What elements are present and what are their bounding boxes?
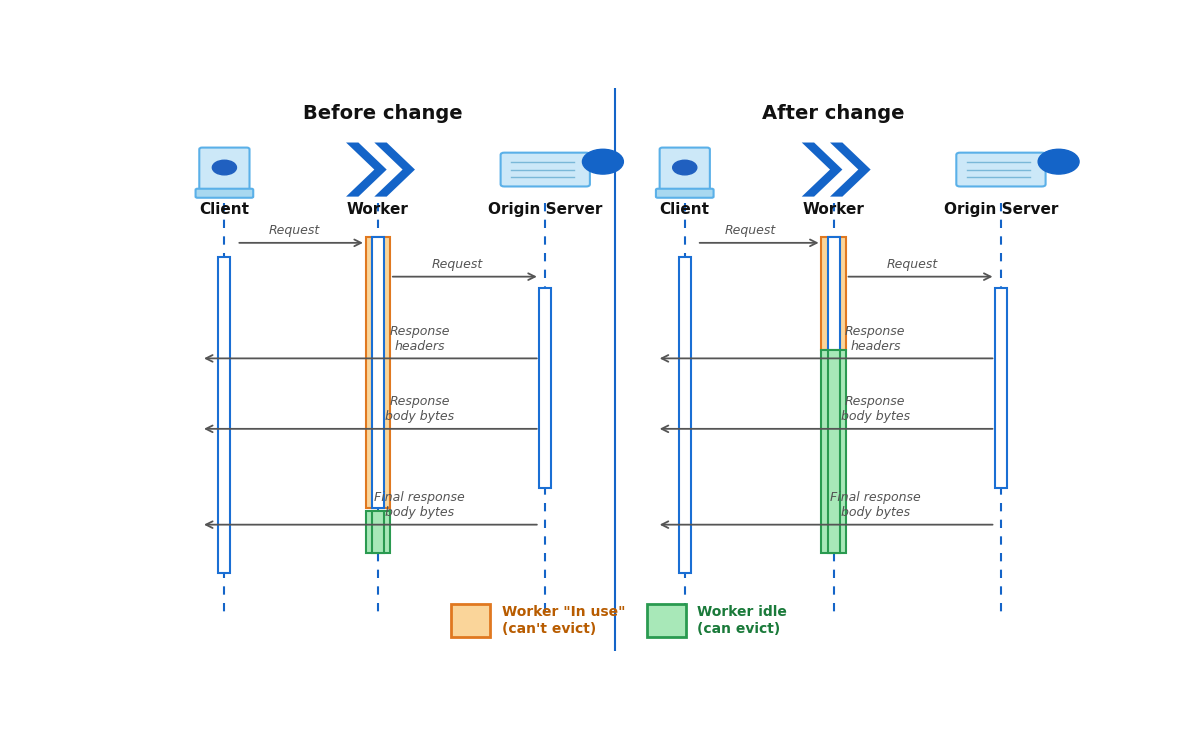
Text: Before change: Before change (302, 104, 462, 123)
Polygon shape (346, 143, 386, 197)
Text: After change: After change (762, 104, 905, 123)
FancyBboxPatch shape (196, 189, 253, 198)
FancyBboxPatch shape (500, 153, 590, 187)
Text: Worker idle
(can evict): Worker idle (can evict) (697, 605, 787, 635)
Bar (822, 237, 846, 350)
Text: Worker: Worker (347, 201, 409, 217)
Text: Origin Server: Origin Server (943, 201, 1058, 217)
Polygon shape (1049, 162, 1069, 174)
Bar (372, 511, 384, 553)
Bar (372, 237, 384, 508)
Text: Request: Request (887, 258, 938, 271)
FancyBboxPatch shape (656, 189, 714, 198)
Circle shape (673, 160, 697, 175)
Text: Request: Request (269, 224, 319, 237)
Bar (218, 257, 230, 572)
FancyBboxPatch shape (956, 153, 1045, 187)
Text: Request: Request (431, 258, 482, 271)
Text: Response
headers: Response headers (845, 325, 906, 353)
Bar (822, 350, 846, 553)
Polygon shape (593, 162, 613, 174)
Circle shape (212, 160, 236, 175)
Text: Client: Client (199, 201, 250, 217)
Bar (995, 288, 1007, 488)
Text: Worker "In use"
(can't evict): Worker "In use" (can't evict) (502, 605, 625, 635)
Bar (679, 257, 691, 572)
Bar (539, 288, 551, 488)
FancyBboxPatch shape (199, 148, 250, 192)
Bar (451, 604, 491, 637)
Text: Final response
body bytes: Final response body bytes (830, 491, 920, 519)
Polygon shape (802, 143, 842, 197)
Text: Client: Client (660, 201, 709, 217)
Polygon shape (374, 143, 415, 197)
Circle shape (582, 149, 623, 174)
Text: Request: Request (725, 224, 775, 237)
Text: Response
headers: Response headers (390, 325, 450, 353)
Text: Worker: Worker (803, 201, 864, 217)
FancyBboxPatch shape (660, 148, 710, 192)
Bar (647, 604, 685, 637)
Text: Final response
body bytes: Final response body bytes (374, 491, 466, 519)
Bar (828, 237, 840, 350)
Text: Origin Server: Origin Server (488, 201, 602, 217)
Text: Response
body bytes: Response body bytes (385, 395, 455, 423)
Circle shape (1038, 149, 1079, 174)
Bar (366, 237, 390, 508)
Text: Response
body bytes: Response body bytes (841, 395, 910, 423)
Polygon shape (830, 143, 871, 197)
Bar (366, 511, 390, 553)
Bar (828, 350, 840, 553)
